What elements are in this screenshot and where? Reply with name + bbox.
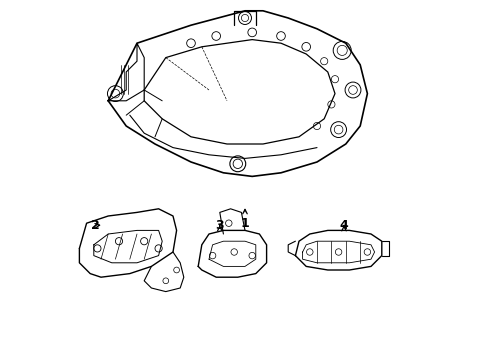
Text: 1: 1 <box>241 210 249 230</box>
Text: 2: 2 <box>91 219 100 232</box>
Text: 4: 4 <box>340 219 348 232</box>
Text: 3: 3 <box>216 219 224 232</box>
